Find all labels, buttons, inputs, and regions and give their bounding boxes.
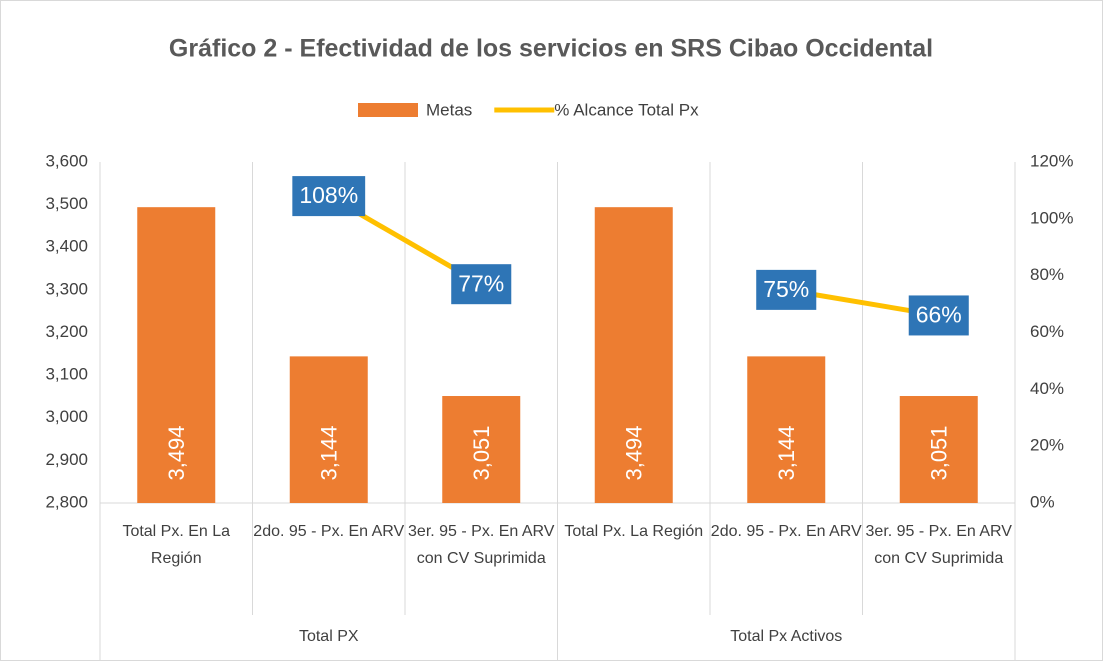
y2-tick-label: 40% (1030, 379, 1064, 398)
bar (594, 207, 673, 503)
y2-tick-label: 100% (1030, 208, 1073, 227)
group-label: Total PX (299, 628, 359, 645)
x-label-box: Total Px. En La Región (122, 523, 231, 567)
legend-label: Metas (426, 100, 472, 119)
group-label: Total Px Activos (730, 628, 842, 645)
bar (289, 356, 368, 503)
bar (747, 356, 826, 503)
legend-swatch (358, 103, 418, 117)
y-tick-label: 2,900 (45, 450, 88, 469)
y-tick-label: 3,200 (45, 322, 88, 341)
line-label-box (908, 295, 969, 336)
y2-tick-label: 80% (1030, 265, 1064, 284)
legend-label: % Alcance Total Px (554, 100, 699, 119)
bar (442, 396, 521, 503)
x-label-box: 3er. 95 - Px. En ARV con CV Suprimida (865, 523, 1012, 567)
x-tick-label: 3er. 95 - Px. En ARV con CV Suprimida (408, 523, 555, 567)
bar-value-label: 3,494 (622, 425, 647, 480)
y-tick-label: 3,500 (45, 194, 88, 213)
y-tick-label: 3,100 (45, 365, 88, 384)
y-tick-label: 2,800 (45, 492, 88, 511)
x-label-box: 2do. 95 - Px. En ARV (253, 523, 405, 540)
bar-value-label: 3,144 (317, 425, 342, 480)
y2-tick-label: 60% (1030, 322, 1064, 341)
bar-value-label: 3,051 (927, 425, 952, 480)
bar-value-label: 3,494 (164, 425, 189, 480)
y-tick-label: 3,300 (45, 279, 88, 298)
y-tick-label: 3,000 (45, 407, 88, 426)
line-label-box (292, 176, 366, 217)
x-label-box: 3er. 95 - Px. En ARV con CV Suprimida (408, 523, 555, 567)
x-tick-label: 2do. 95 - Px. En ARV (253, 523, 405, 540)
x-tick-label: 3er. 95 - Px. En ARV con CV Suprimida (865, 523, 1012, 567)
bar-value-label: 3,144 (774, 425, 799, 480)
x-label-box: 2do. 95 - Px. En ARV (710, 523, 862, 540)
y-tick-label: 3,600 (45, 151, 88, 170)
line-value-label: 75% (763, 276, 809, 302)
x-tick-label: Total Px. La Región (564, 523, 704, 540)
bar (137, 207, 216, 503)
y2-tick-label: 120% (1030, 151, 1073, 170)
bar (899, 396, 978, 503)
bar-value-label: 3,051 (469, 425, 494, 480)
x-label-box: Total Px. La Región (564, 523, 704, 540)
line-value-label: 66% (916, 302, 962, 328)
x-tick-label: 2do. 95 - Px. En ARV (710, 523, 862, 540)
line-value-label: 77% (458, 270, 504, 296)
y2-tick-label: 20% (1030, 436, 1064, 455)
y-tick-label: 3,400 (45, 237, 88, 256)
chart-title: Gráfico 2 - Efectividad de los servicios… (169, 35, 933, 63)
line-label-box (756, 269, 817, 310)
x-tick-label: Total Px. En La Región (122, 523, 231, 567)
line-value-label: 108% (299, 182, 358, 208)
line-label-box (451, 264, 512, 305)
y2-tick-label: 0% (1030, 492, 1055, 511)
